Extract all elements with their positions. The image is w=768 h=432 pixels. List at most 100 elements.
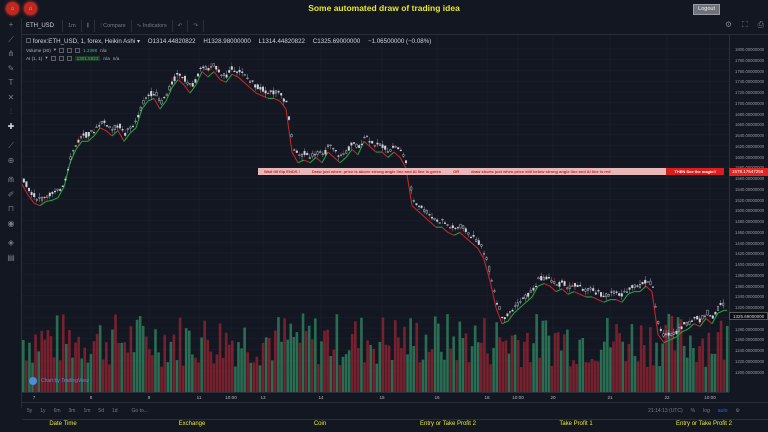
banner-magic: THEN See the magic!! — [666, 168, 724, 175]
range-5d[interactable]: 5d — [98, 408, 104, 414]
footer-label: Date Time — [49, 421, 77, 427]
compare-button[interactable]: ⫶ Compare — [95, 20, 132, 32]
interval-selector[interactable]: 1m — [63, 20, 82, 32]
trendline-icon[interactable]: ⟋ — [8, 34, 14, 44]
compare-icon: ⫶ — [100, 23, 104, 29]
price-axis-label: 1420.00000000 — [735, 251, 765, 257]
price-axis-label: 1400.00000000 — [735, 262, 765, 267]
symbol-search[interactable]: ETH_USD — [22, 20, 64, 32]
log-toggle[interactable]: log — [703, 408, 710, 414]
auto-toggle[interactable]: auto — [717, 408, 728, 414]
series-toggle[interactable] — [26, 38, 31, 43]
trash-icon[interactable]: ▤ — [7, 252, 15, 262]
price-axis-label: 1520.00000000 — [735, 197, 765, 203]
chart-legend: forex:ETH_USD, 1, forex, Heikin Ashi ▾ O… — [26, 38, 431, 61]
ai-eye-icon[interactable] — [50, 55, 56, 61]
lock-icon[interactable]: ⊓ — [7, 204, 15, 213]
volume-settings-icon[interactable] — [67, 47, 73, 53]
price-axis-label: 1280.00000000 — [735, 326, 765, 332]
price-axis-label: 1500.00000000 — [735, 208, 765, 214]
text-icon[interactable]: T — [8, 78, 14, 87]
ruler-icon[interactable]: ⟋ — [8, 141, 14, 150]
pitchfork-icon[interactable]: ⋔ — [7, 49, 15, 58]
gear-icon[interactable]: ⚙ — [735, 408, 740, 414]
time-axis-label: 14 — [318, 395, 324, 400]
percent-toggle[interactable]: % — [690, 408, 696, 414]
ai-label[interactable]: AI (1, 1) — [26, 55, 43, 61]
redo-button[interactable]: ↷ — [188, 20, 204, 32]
camera-icon[interactable]: ⎙ — [757, 20, 764, 29]
banner-price-tag: 1578.17547258 — [729, 167, 768, 176]
ai-close-icon[interactable] — [66, 55, 72, 61]
range-1d[interactable]: 1d — [111, 408, 118, 414]
range-1y[interactable]: 1y — [40, 408, 46, 414]
minimize-window-button[interactable]: ⌂ — [24, 2, 37, 15]
price-axis-label: 1380.00000000 — [735, 272, 765, 278]
price-chart[interactable] — [21, 35, 729, 392]
time-axis-label: 20 — [550, 395, 556, 400]
redo-icon: ↷ — [193, 23, 198, 29]
time-axis-label: 18 — [484, 395, 490, 400]
stay-in-drawing-icon[interactable]: ✐ — [7, 189, 15, 199]
price-axis-label: 1240.00000000 — [735, 348, 765, 353]
candles-icon: ⫼ — [86, 23, 90, 29]
tradingview-watermark[interactable]: Chart by TradingView — [29, 377, 89, 385]
ai-legend: AI (1, 1) ▾ 1301.5823 n/a n/a — [26, 55, 120, 61]
footer-label: Entry or Take Profit 2 — [676, 421, 732, 427]
zoom-icon[interactable]: ⊕ — [7, 155, 15, 165]
ai-value: 1301.5823 — [74, 55, 101, 61]
banner-segment-or: OR — [453, 169, 460, 174]
pattern-icon[interactable]: ✕ — [7, 92, 15, 102]
layers-icon[interactable]: ◈ — [7, 238, 15, 247]
remove-icon[interactable]: ✚ — [7, 121, 15, 131]
undo-button[interactable]: ↶ — [173, 20, 189, 32]
volume-label[interactable]: Volume (20) — [26, 47, 51, 53]
volume-close-icon[interactable] — [75, 47, 81, 53]
fullscreen-icon[interactable]: ⛶ — [741, 20, 748, 29]
series-legend: forex:ETH_USD, 1, forex, Heikin Ashi ▾ O… — [26, 38, 431, 45]
magnet-icon[interactable]: ⋒ — [7, 175, 15, 184]
price-axis[interactable]: 1800.00000000 1780.00000000 1760.00000000 1… — [729, 35, 768, 392]
chart-type-button[interactable]: ⫼ — [82, 20, 96, 32]
settings-icon[interactable]: ⚙ — [724, 20, 732, 29]
goto-button[interactable]: Go to... — [131, 408, 148, 414]
footer-labels: Date Time Exchange Coin Entry or Take Profi… — [0, 420, 768, 432]
time-axis-label: 10:00 — [704, 395, 716, 400]
price-axis-label: 1760.00000000 — [735, 68, 765, 74]
range-6m[interactable]: 6m — [53, 408, 61, 414]
footer-label: Take Profit 1 — [559, 421, 593, 427]
utc-clock[interactable]: 21:14:13 (UTC) — [648, 408, 683, 414]
time-axis-label: 8 — [89, 395, 93, 400]
crosshair-icon[interactable]: + — [8, 20, 14, 29]
price-axis-label: 1560.00000000 — [735, 176, 765, 181]
price-axis-label: 1660.00000000 — [735, 122, 765, 128]
ohlc-high: H1328.98000000 — [203, 38, 251, 45]
chart-pane[interactable] — [21, 35, 729, 392]
banner-segment-3: draw shorts just when price still below … — [471, 169, 611, 174]
current-price-tag: 1325.69000000 — [729, 312, 768, 320]
time-axis-label: 7 — [32, 395, 36, 400]
compare-label: Compare — [103, 23, 126, 29]
range-3m[interactable]: 3m — [68, 408, 76, 414]
logout-button[interactable]: Logout — [693, 4, 720, 15]
volume-extra: n/a — [100, 47, 107, 53]
range-5y[interactable]: 5y — [27, 408, 33, 414]
range-1m[interactable]: 1m — [83, 408, 91, 414]
indicators-button[interactable]: ∿ Indicators — [132, 20, 173, 32]
page-title: Some automated draw of trading idea — [308, 3, 460, 13]
time-axis-label: 13 — [260, 395, 266, 400]
brush-icon[interactable]: ✎ — [7, 63, 15, 73]
price-axis-label: 1220.00000000 — [735, 358, 765, 364]
price-axis-label: 1460.00000000 — [735, 229, 765, 235]
time-axis-label: 10:00 — [225, 395, 237, 400]
price-axis-label: 1700.00000000 — [735, 100, 765, 106]
ai-settings-icon[interactable] — [58, 55, 64, 61]
price-axis-label: 1320.00000000 — [735, 305, 765, 310]
time-axis[interactable]: 7 8 9 11 10:00 13 14 15 16 18 10:00 20 21 22 10:00 — [22, 392, 729, 402]
close-window-button[interactable]: ⌂ — [6, 2, 19, 15]
chart-toolbar: ETH_USD 1m ⫼ ⫶ Compare ∿ Indicators ↶ ↷ … — [22, 18, 768, 35]
footer-label: Coin — [313, 421, 327, 427]
hide-icon[interactable]: ◉ — [7, 218, 15, 228]
measure-icon[interactable]: ⫶ — [10, 107, 12, 116]
volume-eye-icon[interactable] — [59, 47, 65, 53]
